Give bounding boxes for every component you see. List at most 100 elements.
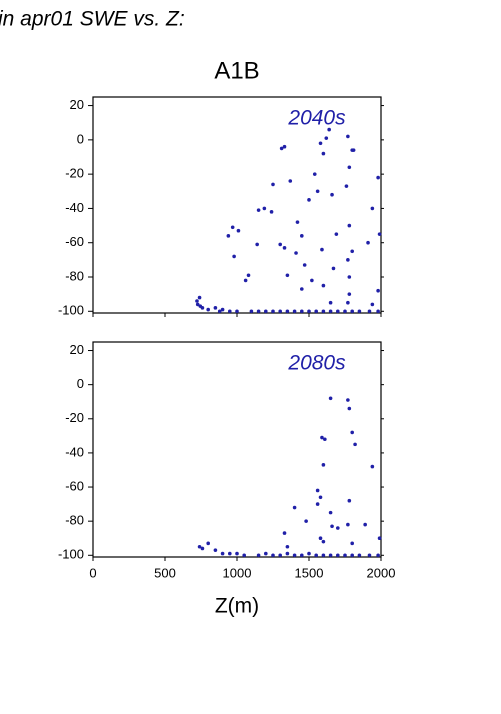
point [344,184,349,188]
y-tick-label: -40 [65,200,84,215]
point [328,300,333,305]
point [346,522,350,527]
point [292,505,297,510]
point [347,165,352,170]
point [350,541,355,546]
point [256,553,261,558]
point [294,251,298,255]
x-tick-label: 1000 [223,565,252,580]
point [228,551,232,556]
point [249,309,254,314]
point [376,288,380,293]
point [321,283,326,288]
point [226,234,231,238]
annotation: 2080s [287,352,346,375]
point [304,519,308,523]
point [279,146,284,151]
y-tick-label: -20 [65,166,84,181]
y-tick-label: -100 [58,303,84,318]
point [315,189,320,194]
y-tick-label: -80 [65,513,84,528]
point [324,136,329,140]
point [230,225,235,230]
y-tick-label: -80 [65,268,84,283]
point [278,242,283,247]
point [271,309,275,314]
point [346,258,350,262]
point [321,553,326,558]
point [321,463,326,467]
point [347,292,352,296]
point [271,182,275,187]
x-tick-label: 500 [154,565,176,580]
point [328,553,333,558]
x-axis-label: Z(m) [215,595,259,618]
point [327,127,331,132]
point [262,206,267,211]
point [343,309,347,314]
caption: in apr01 SWE vs. Z: [0,8,185,31]
point [213,306,218,310]
point [347,498,352,503]
point [228,309,232,314]
point [331,266,336,271]
point [346,300,350,305]
point [318,141,323,146]
point [346,134,350,139]
y-tick-label: -60 [65,234,84,249]
point [282,246,287,250]
point [195,302,200,307]
y-tick-label: -20 [65,410,84,425]
point [312,172,317,176]
point [236,228,241,233]
point [357,553,362,558]
point [357,309,362,314]
point [347,275,352,279]
point [377,536,382,541]
point [321,309,326,314]
point [328,396,333,401]
point [288,179,293,183]
point [300,287,304,291]
point [217,309,222,314]
point [269,210,274,214]
point [315,488,320,493]
point [235,309,239,314]
point [235,551,239,556]
point [347,406,352,411]
point [278,309,283,314]
point [350,553,355,558]
point [310,278,314,283]
point [377,232,382,236]
point [350,249,355,254]
y-tick-label: 0 [77,131,84,146]
point [353,442,357,447]
point [376,175,380,180]
point [366,240,370,245]
point [197,544,202,549]
point [330,524,334,529]
point [370,206,375,211]
point [292,553,297,558]
x-tick-label: 0 [89,565,96,580]
point [295,220,300,224]
point [264,309,268,314]
point [285,551,290,556]
point [300,234,304,238]
point [314,309,319,314]
point [314,553,319,558]
point [336,526,340,530]
point [243,278,248,283]
point [285,309,290,314]
point [320,247,324,252]
point [278,553,283,558]
point [285,273,290,278]
x-tick-label: 2000 [367,565,396,580]
point [197,295,202,300]
point [307,309,311,314]
point [220,307,225,312]
point [376,309,380,314]
annotation: 2040s [287,107,346,130]
point [320,435,324,440]
